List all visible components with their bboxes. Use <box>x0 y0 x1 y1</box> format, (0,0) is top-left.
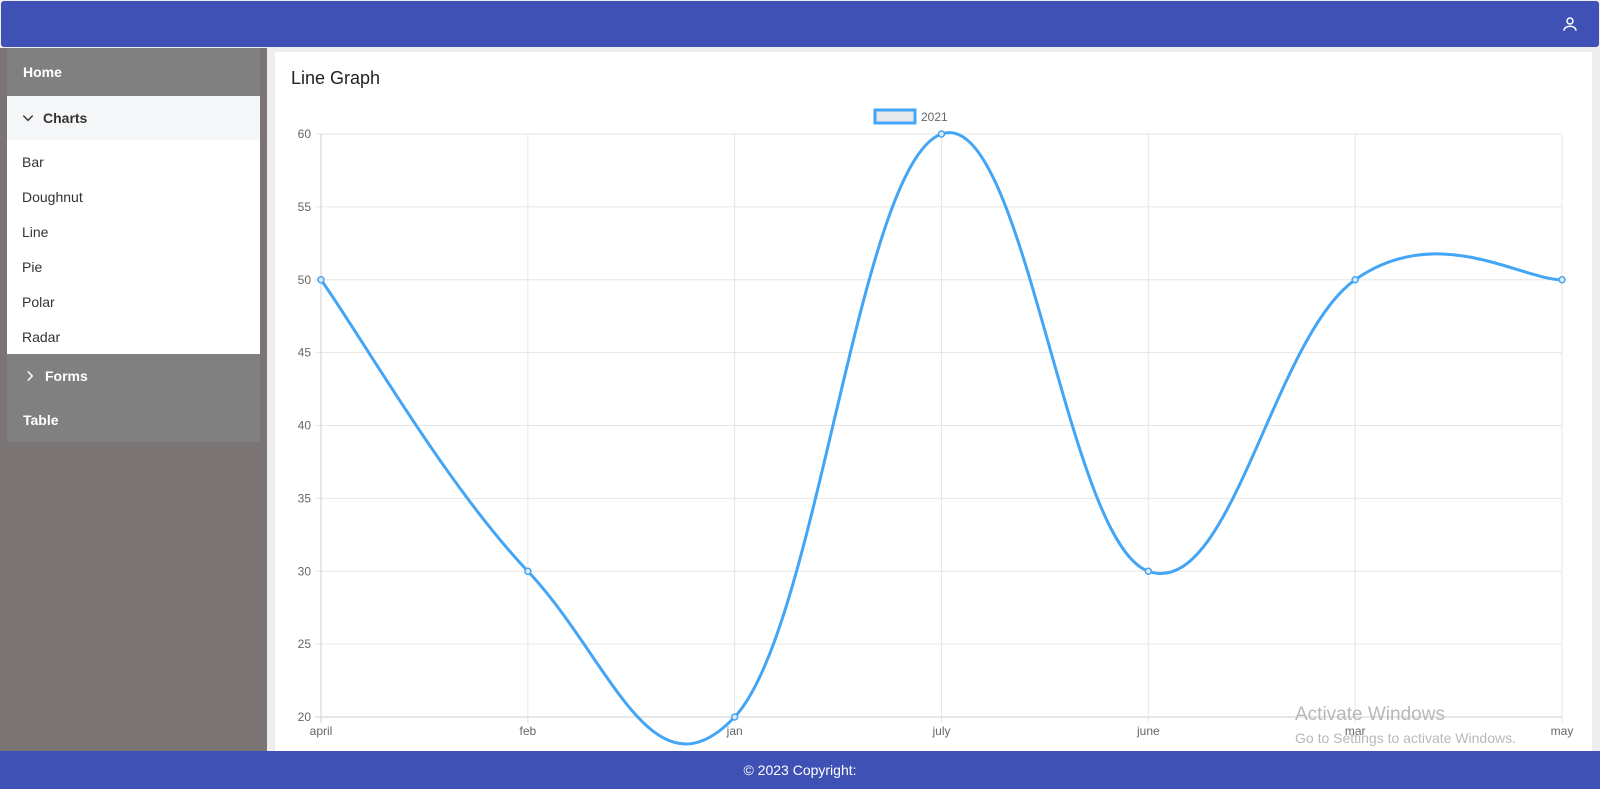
submenu-item-line[interactable]: Line <box>22 223 49 240</box>
submenu-item-polar[interactable]: Polar <box>22 293 55 310</box>
x-tick-label: july <box>931 724 950 738</box>
data-point <box>937 130 946 138</box>
submenu-item-bar[interactable]: Bar <box>22 153 44 170</box>
submenu-item-doughnut[interactable]: Doughnut <box>22 188 83 205</box>
data-point <box>730 713 739 721</box>
copyright-text: © 2023 Copyright: <box>743 762 857 778</box>
x-tick-label: jan <box>726 724 743 738</box>
chevron-down-icon <box>22 115 34 122</box>
x-tick-label: april <box>310 724 333 738</box>
data-point <box>1144 567 1153 575</box>
submenu-item-radar[interactable]: Radar <box>22 328 61 345</box>
y-tick-label: 60 <box>298 127 312 141</box>
footer: © 2023 Copyright: <box>0 751 1600 789</box>
y-tick-label: 50 <box>298 273 312 287</box>
x-tick-label: may <box>1551 724 1574 738</box>
chart-card: Line Graph 20 25 30 35 40 45 50 55 60 april feb jan… <box>275 52 1592 752</box>
data-point <box>524 567 532 575</box>
user-icon[interactable] <box>1561 15 1579 33</box>
sidebar: Home Charts Bar Doughnut Line Pie Polar … <box>0 48 267 751</box>
y-tick-label: 40 <box>298 419 312 433</box>
sidebar-item-forms[interactable]: Forms <box>7 354 260 398</box>
card-title: Line Graph <box>291 68 381 88</box>
data-point <box>1558 276 1566 284</box>
y-tick-label: 20 <box>298 710 312 724</box>
x-tick-label: june <box>1136 724 1160 738</box>
x-tick-label: mar <box>1345 724 1366 738</box>
series-line <box>319 131 1563 746</box>
chevron-right-icon <box>27 370 34 382</box>
x-tick-label: feb <box>519 724 536 738</box>
legend-label: 2021 <box>921 110 948 124</box>
y-tick-label: 45 <box>298 346 312 360</box>
sidebar-item-table[interactable]: Table <box>23 412 59 428</box>
y-tick-label: 35 <box>298 491 312 505</box>
data-point <box>1351 276 1359 284</box>
line-chart: 20 25 30 35 40 45 50 55 60 april feb jan july june mar… <box>298 108 1574 746</box>
submenu-item-pie[interactable]: Pie <box>22 258 43 275</box>
y-tick-label: 55 <box>298 200 312 214</box>
top-app-bar <box>1 1 1599 47</box>
data-point <box>317 276 325 284</box>
sidebar-item-home[interactable]: Home <box>23 64 62 80</box>
sidebar-nav: Home Charts Bar Doughnut Line Pie Polar … <box>7 48 260 442</box>
activation-watermark-hint: Go to Settings to activate Windows. <box>1295 730 1516 746</box>
legend-swatch <box>873 108 917 125</box>
charts-submenu: Bar Doughnut Line Pie Polar Radar <box>7 140 260 354</box>
sidebar-item-label: Forms <box>45 368 88 384</box>
sidebar-item-charts[interactable]: Charts <box>7 96 260 140</box>
y-tick-label: 30 <box>298 564 312 578</box>
sidebar-item-label: Charts <box>43 110 88 126</box>
y-tick-label: 25 <box>298 637 312 651</box>
activation-watermark-title: Activate Windows <box>1295 704 1445 725</box>
